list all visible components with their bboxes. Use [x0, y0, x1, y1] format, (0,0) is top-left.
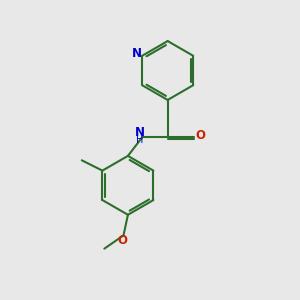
Text: N: N — [132, 47, 142, 60]
Text: O: O — [117, 234, 127, 247]
Text: O: O — [196, 129, 206, 142]
Text: H: H — [136, 135, 143, 145]
Text: N: N — [135, 126, 145, 139]
